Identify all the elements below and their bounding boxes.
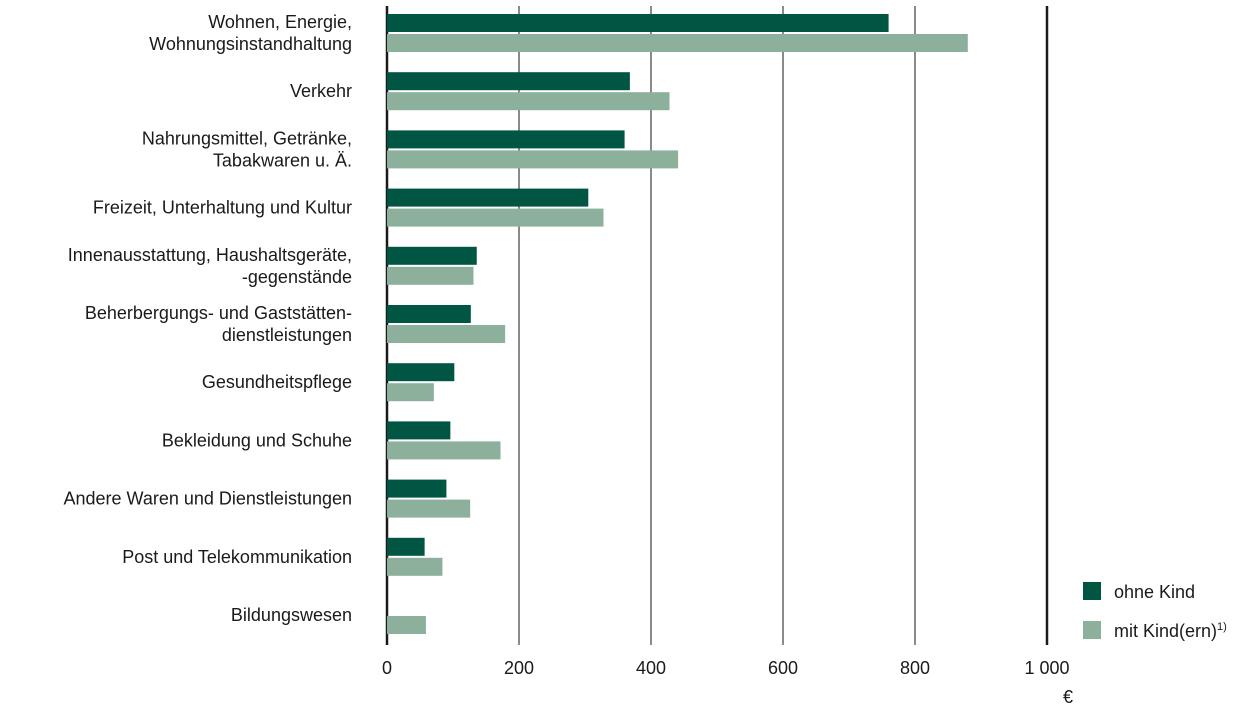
x-tick-label-400: 400 [636, 658, 666, 678]
bar-mit-kindern-0 [387, 34, 968, 52]
category-labels: Wohnen, Energie, Wohnungsinstandhaltung Ve… [63, 12, 352, 625]
category-label-line: -gegenstände [242, 267, 352, 287]
bar-mit-kindern-1 [387, 92, 670, 111]
legend-swatch-mit-kindern [1083, 621, 1101, 639]
bar-ohne-kind-4 [387, 246, 477, 265]
bar-ohne-kind-3 [387, 188, 589, 207]
bar-mit-kindern-9 [387, 557, 443, 576]
legend-label-mit-kindern: mit Kind(ern)1) [1114, 621, 1227, 641]
x-tick-label-600: 600 [768, 658, 798, 678]
category-label-line: Freizeit, Unterhaltung und Kultur [93, 198, 352, 218]
category-label-5: Beherbergungs- und Gaststätten-dienstlei… [85, 303, 352, 345]
unit-label: € [1063, 687, 1073, 707]
x-tick-labels: 0 200 400 600 800 1 000 [382, 658, 1070, 678]
category-label-7: Bekleidung und Schuhe [162, 430, 352, 450]
category-label-line: Wohnen, Energie, [208, 12, 352, 32]
x-tick-label-800: 800 [900, 658, 930, 678]
bar-mit-kindern-2 [387, 150, 679, 169]
bar-mit-kindern-5 [387, 325, 506, 343]
bar-ohne-kind-8 [387, 479, 447, 498]
legend: ohne Kind mit Kind(ern)1) [1083, 582, 1227, 641]
category-label-line: Nahrungsmittel, Getränke, [142, 128, 352, 148]
bar-mit-kindern-3 [387, 208, 604, 227]
bar-ohne-kind-7 [387, 421, 451, 440]
category-label-6: Gesundheitspflege [202, 372, 352, 392]
category-label-line: Tabakwaren u. Ä. [213, 150, 352, 170]
category-label-line: Beherbergungs- und Gaststätten- [85, 303, 352, 323]
bar-mit-kindern-6 [387, 383, 434, 402]
category-label-line: Bekleidung und Schuhe [162, 430, 352, 450]
legend-label-mit-kindern-text: mit Kind(ern) [1114, 621, 1217, 641]
bar-mit-kindern-4 [387, 266, 474, 285]
category-label-4: Innenausstattung, Haushaltsgeräte, -gegen… [68, 245, 352, 287]
bar-mit-kindern-7 [387, 441, 501, 460]
category-label-0: Wohnen, Energie, Wohnungsinstandhaltung [149, 12, 352, 54]
legend-label-ohne-kind: ohne Kind [1114, 582, 1195, 602]
x-tick-label-200: 200 [504, 658, 534, 678]
category-label-3: Freizeit, Unterhaltung und Kultur [93, 198, 352, 218]
category-label-10: Bildungswesen [231, 605, 352, 625]
bars [387, 14, 968, 634]
bar-ohne-kind-0 [387, 14, 889, 32]
legend-footnote-marker: 1) [1217, 621, 1227, 633]
bar-ohne-kind-9 [387, 537, 425, 556]
bar-mit-kindern-8 [387, 499, 471, 518]
category-label-9: Post und Telekommunikation [122, 547, 352, 567]
category-label-line: Bildungswesen [231, 605, 352, 625]
bar-ohne-kind-2 [387, 130, 625, 149]
category-label-line: Wohnungsinstandhaltung [149, 34, 352, 54]
bar-ohne-kind-5 [387, 305, 471, 323]
bar-ohne-kind-6 [387, 363, 455, 382]
x-tick-label-0: 0 [382, 658, 392, 678]
category-label-2: Nahrungsmittel, Getränke, Tabakwaren u. Ä… [142, 128, 352, 170]
bar-mit-kindern-10 [387, 616, 426, 634]
category-label-line: dienstleistungen [222, 325, 352, 345]
category-label-line: Andere Waren und Dienstleistungen [63, 489, 352, 509]
category-label-1: Verkehr [290, 81, 352, 101]
category-label-8: Andere Waren und Dienstleistungen [63, 489, 352, 509]
legend-swatch-ohne-kind [1083, 582, 1101, 600]
category-label-line: Innenausstattung, Haushaltsgeräte, [68, 245, 352, 265]
bar-ohne-kind-1 [387, 72, 630, 91]
category-label-line: Verkehr [290, 81, 352, 101]
category-label-line: Gesundheitspflege [202, 372, 352, 392]
category-label-line: Post und Telekommunikation [122, 547, 352, 567]
x-tick-label-1000: 1 000 [1024, 658, 1069, 678]
